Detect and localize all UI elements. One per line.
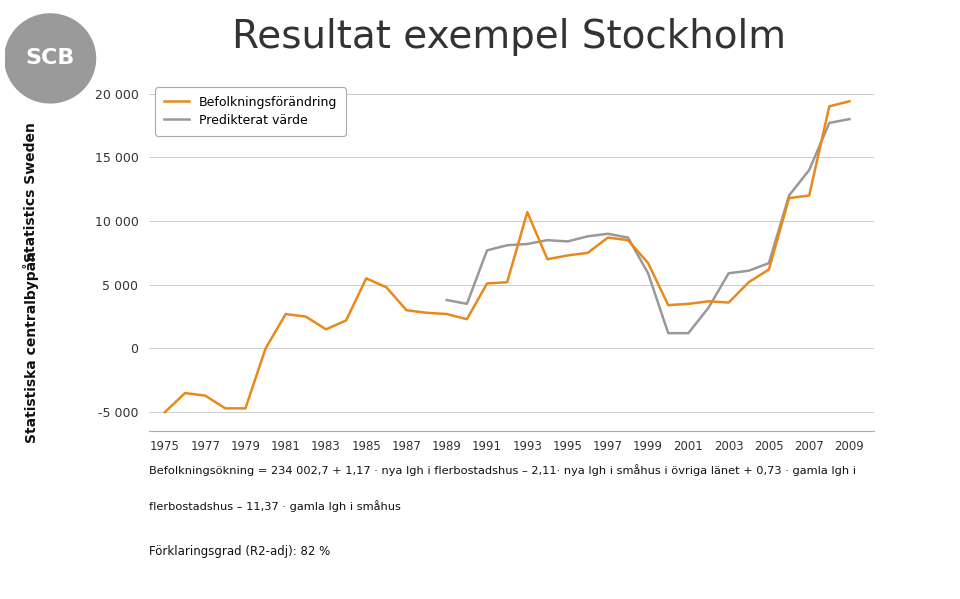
Text: Statistics Sweden: Statistics Sweden: [24, 122, 37, 262]
Text: Förklaringsgrad (R2-adj): 82 %: Förklaringsgrad (R2-adj): 82 %: [149, 545, 330, 558]
Text: flerbostadshus – 11,37 · gamla lgh i småhus: flerbostadshus – 11,37 · gamla lgh i små…: [149, 500, 400, 512]
Legend: Befolkningsförändring, Predikterat värde: Befolkningsförändring, Predikterat värde: [156, 87, 346, 135]
Text: Resultat exempel Stockholm: Resultat exempel Stockholm: [231, 18, 786, 56]
Text: Statistiska centralbyрån: Statistiska centralbyрån: [23, 252, 38, 443]
Text: Befolkningsökning = 234 002,7 + 1,17 · nya lgh i flerbostadshus – 2,11· nya lgh : Befolkningsökning = 234 002,7 + 1,17 · n…: [149, 464, 855, 476]
Circle shape: [5, 14, 95, 103]
Text: SCB: SCB: [26, 49, 75, 68]
